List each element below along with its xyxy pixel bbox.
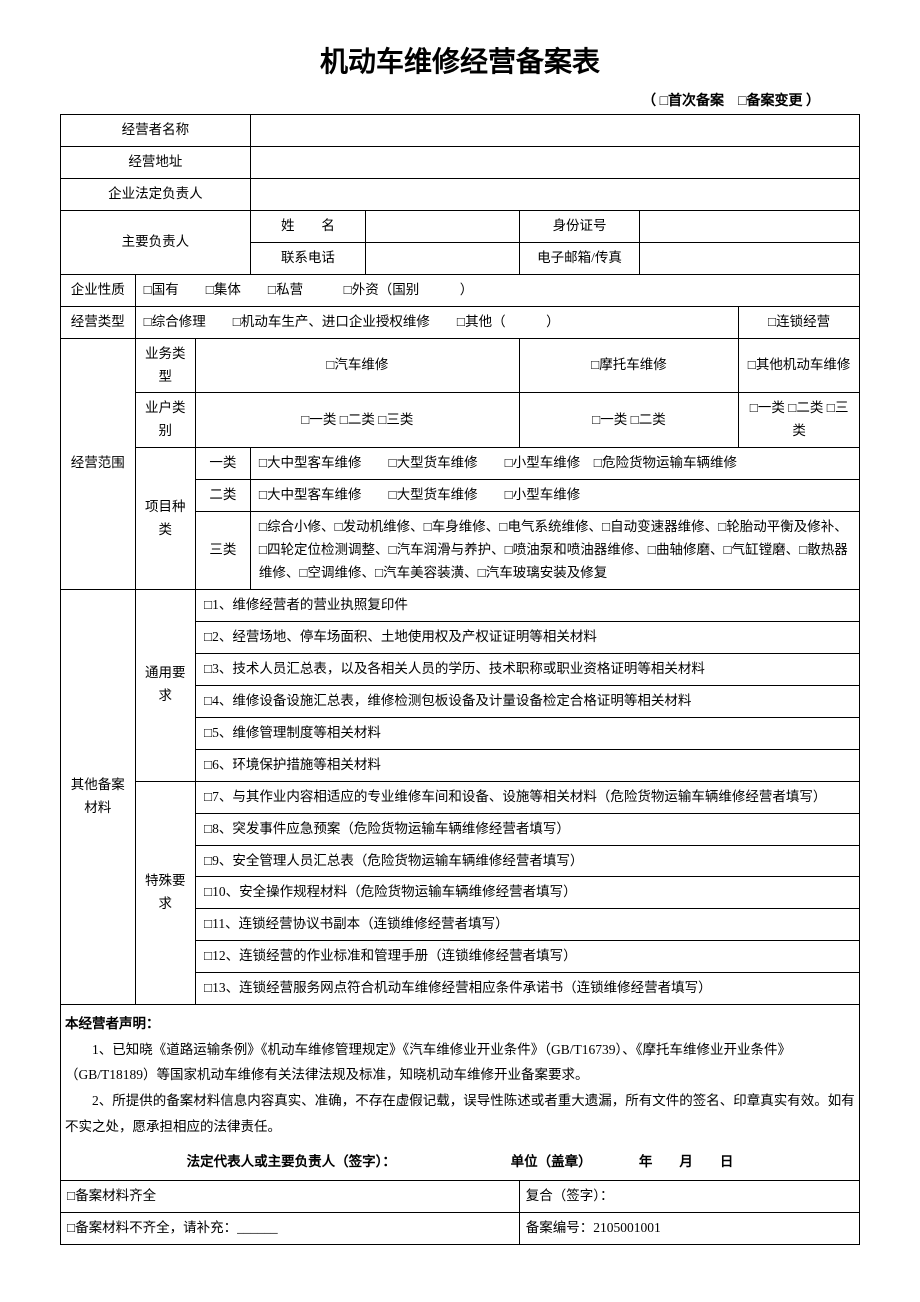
g4[interactable]: □4、维修设备设施汇总表，维修检测包板设备及计量设备检定合格证明等相关材料: [195, 685, 859, 717]
bt-car[interactable]: □汽车维修: [195, 338, 519, 393]
s8[interactable]: □8、突发事件应急预案（危险货物运输车辆维修经营者填写）: [195, 813, 859, 845]
email-value[interactable]: [640, 242, 860, 274]
hh-3[interactable]: □一类 □二类 □三类: [739, 393, 860, 448]
main-responsible-label: 主要负责人: [61, 210, 251, 274]
declaration-block: 本经营者声明： 1、已知晓《道路运输条例》《机动车维修管理规定》《汽车维修业开业…: [61, 1005, 860, 1146]
enterprise-nature-options[interactable]: □国有 □集体 □私营 □外资（国别 ）: [135, 274, 859, 306]
chain-option[interactable]: □连锁经营: [739, 306, 860, 338]
household-label: 业户类别: [135, 393, 195, 448]
cat3-options[interactable]: □综合小修、□发动机维修、□车身维修、□电气系统维修、□自动变速器维修、□轮胎动…: [250, 512, 859, 590]
cat2-options[interactable]: □大中型客车维修 □大型货车维修 □小型车维修: [250, 480, 859, 512]
s7[interactable]: □7、与其作业内容相适应的专业维修车间和设备、设施等相关材料（危险货物运输车辆维…: [195, 781, 859, 813]
declaration-p2: 2、所提供的备案材料信息内容真实、准确，不存在虚假记载，误导性陈述或者重大遗漏，…: [65, 1088, 855, 1139]
cat1-label: 一类: [195, 448, 250, 480]
declaration-title: 本经营者声明：: [65, 1011, 855, 1037]
materials-label: 其他备案材料: [61, 590, 136, 1005]
materials-complete[interactable]: □备案材料齐全: [61, 1181, 520, 1213]
g6[interactable]: □6、环境保护措施等相关材料: [195, 749, 859, 781]
materials-incomplete[interactable]: □备案材料不齐全，请补充：______: [61, 1213, 520, 1245]
hh-1[interactable]: □一类 □二类 □三类: [195, 393, 519, 448]
scope-label: 经营范围: [61, 338, 136, 589]
document-title: 机动车维修经营备案表: [60, 40, 860, 80]
address-value[interactable]: [250, 146, 859, 178]
s10[interactable]: □10、安全操作规程材料（危险货物运输车辆维修经营者填写）: [195, 877, 859, 909]
signature-line: 法定代表人或主要负责人（签字）： 单位（盖章） 年 月 日: [61, 1145, 860, 1180]
reviewer-sign: 复合（签字）：: [519, 1181, 859, 1213]
declaration-p1: 1、已知晓《道路运输条例》《机动车维修管理规定》《汽车维修业开业条件》（GB/T…: [65, 1037, 855, 1088]
record-no-value: 2105001001: [593, 1220, 661, 1235]
g5[interactable]: □5、维修管理制度等相关材料: [195, 717, 859, 749]
bt-other[interactable]: □其他机动车维修: [739, 338, 860, 393]
s13[interactable]: □13、连锁经营服务网点符合机动车维修经营相应条件承诺书（连锁维修经营者填写）: [195, 973, 859, 1005]
hh-2[interactable]: □一类 □二类: [519, 393, 738, 448]
business-type-options[interactable]: □综合修理 □机动车生产、进口企业授权维修 □其他（ ）: [135, 306, 739, 338]
s12[interactable]: □12、连锁经营的作业标准和管理手册（连锁维修经营者填写）: [195, 941, 859, 973]
g2[interactable]: □2、经营场地、停车场面积、土地使用权及产权证证明等相关材料: [195, 621, 859, 653]
cat1-options[interactable]: □大中型客车维修 □大型货车维修 □小型车维修 □危险货物运输车辆维修: [250, 448, 859, 480]
legal-rep-label: 企业法定负责人: [61, 178, 251, 210]
phone-value[interactable]: [366, 242, 520, 274]
main-form-table: 经营者名称 经营地址 企业法定负责人 主要负责人 姓 名 身份证号 联系电话 电…: [60, 114, 860, 1245]
cat3-label: 三类: [195, 512, 250, 590]
name-value[interactable]: [366, 210, 520, 242]
s11[interactable]: □11、连锁经营协议书副本（连锁维修经营者填写）: [195, 909, 859, 941]
operator-name-value[interactable]: [250, 115, 859, 147]
s9[interactable]: □9、安全管理人员汇总表（危险货物运输车辆维修经营者填写）: [195, 845, 859, 877]
record-no-label: 备案编号：: [526, 1220, 594, 1235]
record-number-cell: 备案编号：2105001001: [519, 1213, 859, 1245]
enterprise-nature-label: 企业性质: [61, 274, 136, 306]
email-label: 电子邮箱/传真: [519, 242, 640, 274]
id-label: 身份证号: [519, 210, 640, 242]
g3[interactable]: □3、技术人员汇总表，以及各相关人员的学历、技术职称或职业资格证明等相关材料: [195, 653, 859, 685]
legal-rep-value[interactable]: [250, 178, 859, 210]
cat2-label: 二类: [195, 480, 250, 512]
bt-moto[interactable]: □摩托车维修: [519, 338, 738, 393]
g1[interactable]: □1、维修经营者的营业执照复印件: [195, 590, 859, 622]
filing-type-checkboxes: （ □首次备案 □备案变更 ）: [60, 90, 860, 110]
name-label: 姓 名: [250, 210, 365, 242]
phone-label: 联系电话: [250, 242, 365, 274]
business-category-label: 业务类型: [135, 338, 195, 393]
address-label: 经营地址: [61, 146, 251, 178]
operator-name-label: 经营者名称: [61, 115, 251, 147]
general-req-label: 通用要求: [135, 590, 195, 782]
special-req-label: 特殊要求: [135, 781, 195, 1005]
project-kind-label: 项目种类: [135, 448, 195, 590]
id-value[interactable]: [640, 210, 860, 242]
business-type-label: 经营类型: [61, 306, 136, 338]
